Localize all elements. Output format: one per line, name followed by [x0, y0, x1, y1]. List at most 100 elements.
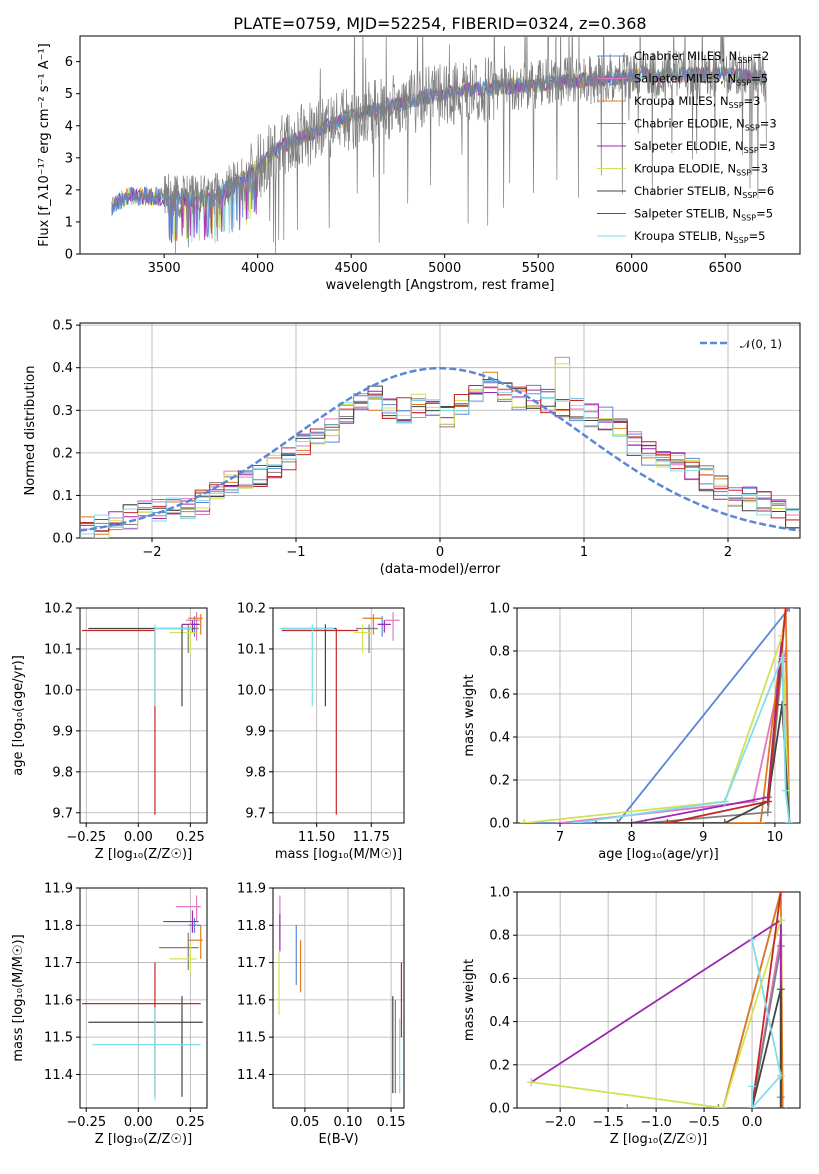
mass-weight-marker — [748, 935, 757, 944]
mass-weight-marker — [555, 819, 564, 823]
normal-curve — [80, 366, 800, 532]
y-tick-label: 9.8 — [52, 765, 73, 780]
histogram-series — [80, 363, 800, 538]
x-tick-label: 5000 — [428, 261, 461, 276]
y-tick-label: 11.7 — [44, 956, 73, 971]
mass-weight-marker — [714, 1104, 723, 1108]
y-tick-label: 11.9 — [44, 882, 73, 897]
y-tick-label: 5 — [65, 87, 73, 102]
y-tick-label: 10.0 — [44, 683, 73, 698]
mass-weight-marker — [748, 1104, 757, 1108]
x-axis-label: Z [log₁₀(Z/Z☉)] — [95, 1132, 192, 1147]
mass-weight-line — [631, 635, 791, 823]
y-axis-label: Normed distribution — [23, 366, 38, 496]
observed-spectrum — [111, 36, 767, 254]
age-vs-Z-points — [82, 612, 203, 815]
mass-weight-vs-age-lines — [520, 608, 794, 823]
y-tick-label: 9.9 — [52, 724, 73, 739]
mass-weight-marker — [781, 786, 790, 795]
age-vs-Z-panel — [76, 607, 208, 827]
legend-entry: 𝒩(0, 1) — [740, 337, 782, 351]
y-tick-label: 10.2 — [237, 602, 266, 617]
y-tick-label: 11.4 — [44, 1068, 73, 1083]
legend-entry: Kroupa ELODIE, NSSP=3 — [634, 162, 768, 178]
x-tick-label: −0.5 — [688, 1115, 720, 1130]
spectrum-traces — [111, 36, 767, 254]
y-tick-label: 0.2 — [489, 1058, 510, 1073]
mass-weight-marker — [756, 819, 765, 823]
y-tick-label: 0.8 — [489, 929, 510, 944]
x-tick-label: 5500 — [522, 261, 555, 276]
x-tick-label: 9 — [699, 830, 707, 845]
y-tick-label: 11.5 — [237, 1031, 266, 1046]
mass-weight-marker — [763, 797, 772, 806]
figure-title: PLATE=0759, MJD=52254, FIBERID=0324, z=0… — [233, 14, 646, 33]
x-tick-label: 0.25 — [176, 1115, 205, 1130]
y-tick-label: 0.1 — [52, 489, 73, 504]
x-tick-label: 0.05 — [290, 1115, 319, 1130]
x-tick-label: −1 — [286, 545, 305, 560]
x-tick-label: 0 — [436, 545, 444, 560]
x-tick-label: 11.75 — [353, 830, 390, 845]
mass-weight-marker — [570, 819, 579, 823]
mass-weight-line — [524, 635, 791, 823]
legend-entry: Chabrier ELODIE, NSSP=3 — [634, 117, 777, 133]
x-tick-label: 4000 — [241, 261, 274, 276]
legend-entry: Kroupa MILES, NSSP=3 — [634, 94, 760, 110]
y-tick-label: 10.1 — [237, 642, 266, 657]
histogram-steps — [80, 356, 800, 538]
x-axis-label: Z [log₁₀(Z/Z☉)] — [610, 1132, 707, 1147]
y-tick-label: 11.7 — [237, 956, 266, 971]
age-vs-mass-frame — [272, 607, 405, 824]
x-tick-label: 0.10 — [334, 1115, 363, 1130]
y-tick-label: 9.7 — [52, 806, 73, 821]
x-tick-label: −0.25 — [66, 830, 106, 845]
x-tick-label: −2.0 — [544, 1115, 576, 1130]
legend-entry: Chabrier STELIB, NSSP=6 — [634, 184, 774, 200]
mass-weight-line — [751, 939, 782, 1108]
mass-weight-marker — [763, 808, 772, 817]
age-vs-Z-frame — [79, 607, 208, 824]
mass-weight-marker — [627, 819, 636, 823]
mass-weight-marker — [785, 608, 794, 612]
x-tick-label: 4500 — [335, 261, 368, 276]
spectrum-panel — [76, 35, 801, 258]
y-axis-label: age [log₁₀(age/yr)] — [11, 655, 26, 776]
y-tick-label: 0.0 — [489, 817, 510, 832]
y-tick-label: 0.4 — [489, 1015, 510, 1030]
y-tick-label: 11.6 — [237, 993, 266, 1008]
y-tick-label: 6 — [65, 55, 73, 70]
y-tick-label: 11.6 — [44, 993, 73, 1008]
mass-weight-marker — [781, 608, 790, 612]
y-tick-label: 1.0 — [489, 886, 510, 901]
y-tick-label: 1.0 — [489, 602, 510, 617]
mass-weight-marker — [719, 1104, 728, 1108]
x-tick-label: −1.0 — [640, 1115, 672, 1130]
y-tick-label: 0.6 — [489, 972, 510, 987]
mass-weight-marker — [776, 892, 785, 896]
mass-weight-vs-Z-panel — [513, 891, 801, 1112]
age-vs-mass-points — [279, 612, 400, 815]
mass-weight-marker — [785, 819, 794, 823]
y-tick-label: 0.2 — [489, 774, 510, 789]
y-tick-label: 11.4 — [237, 1068, 266, 1083]
legend-entry: Salpeter STELIB, NSSP=5 — [634, 207, 773, 223]
y-tick-label: 1 — [65, 215, 73, 230]
y-tick-label: 3 — [65, 151, 73, 166]
y-tick-label: 10.1 — [44, 642, 73, 657]
mass-weight-marker — [613, 819, 622, 823]
x-tick-label: 0.0 — [742, 1115, 763, 1130]
y-tick-label: 0.2 — [52, 446, 73, 461]
x-axis-label: (data-model)/error — [380, 562, 501, 577]
x-tick-label: 8 — [627, 830, 635, 845]
mass-weight-marker — [527, 1078, 536, 1087]
mass-weight-vs-Z-lines — [527, 892, 787, 1108]
x-axis-label: E(B-V) — [318, 1132, 358, 1147]
y-axis-label: mass [log₁₀(M/M☉)] — [11, 934, 26, 1061]
x-tick-label: 1 — [580, 545, 588, 560]
mass-weight-vs-age-frame — [516, 607, 801, 824]
spectrum-frame — [79, 35, 801, 255]
legend-entry: Kroupa STELIB, NSSP=5 — [634, 229, 765, 245]
mass-weight-line — [667, 608, 787, 823]
mass-weight-vs-age-panel — [513, 607, 801, 827]
